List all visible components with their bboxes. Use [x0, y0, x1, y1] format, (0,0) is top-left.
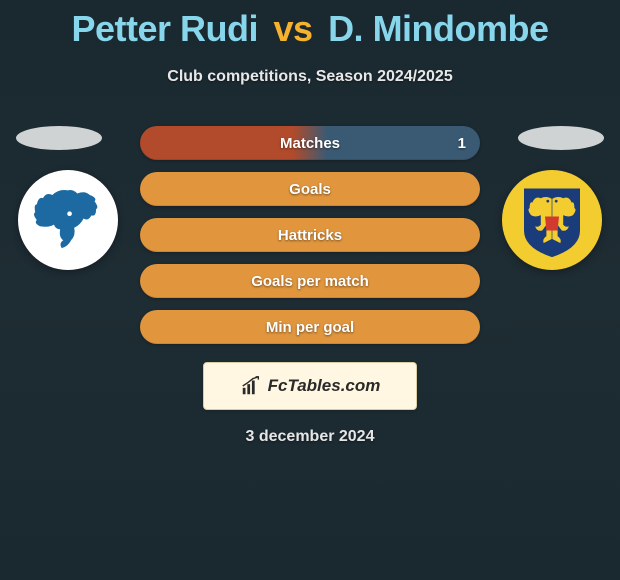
stat-row-min-per-goal: Min per goal [140, 310, 480, 344]
player2-club-badge [502, 170, 602, 270]
stats-area: Matches 1 Goals Hattricks Goals per matc… [0, 126, 620, 446]
player2-name: D. Mindombe [328, 8, 548, 49]
stat-label: Hattricks [278, 227, 342, 244]
stat-label: Goals per match [251, 273, 369, 290]
comparison-title: Petter Rudi vs D. Mindombe [0, 0, 620, 50]
stat-label: Min per goal [266, 319, 354, 336]
stat-row-matches: Matches 1 [140, 126, 480, 160]
stat-row-hattricks: Hattricks [140, 218, 480, 252]
chart-icon [240, 375, 262, 397]
date: 3 december 2024 [0, 428, 620, 446]
stat-value-right: 1 [458, 135, 466, 152]
brand-text: FcTables.com [268, 376, 381, 396]
player1-shadow-ellipse [16, 126, 102, 150]
stat-label: Matches [280, 135, 340, 152]
stat-row-goals: Goals [140, 172, 480, 206]
stats-list: Matches 1 Goals Hattricks Goals per matc… [140, 126, 480, 344]
player1-club-badge [18, 170, 118, 270]
player2-shadow-ellipse [518, 126, 604, 150]
double-eagle-shield-icon [517, 181, 587, 259]
subtitle: Club competitions, Season 2024/2025 [0, 68, 620, 86]
native-american-head-icon [29, 181, 107, 259]
stat-row-goals-per-match: Goals per match [140, 264, 480, 298]
brand-box[interactable]: FcTables.com [203, 362, 417, 410]
vs-text: vs [274, 8, 313, 49]
player1-name: Petter Rudi [71, 8, 258, 49]
stat-label: Goals [289, 181, 331, 198]
